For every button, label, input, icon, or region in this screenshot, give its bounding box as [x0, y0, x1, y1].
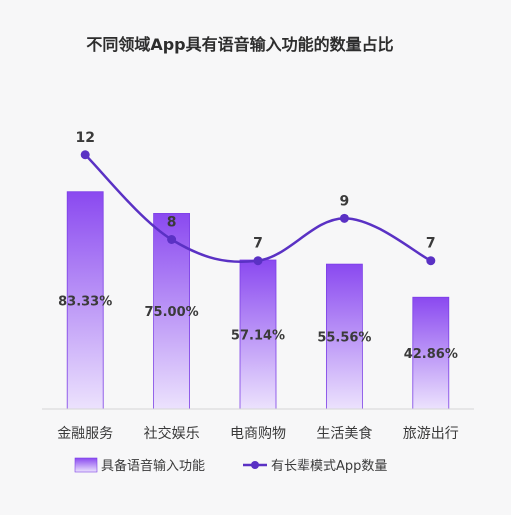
bar-value-label-4: 42.86% — [404, 347, 458, 362]
x-tick-label-2: 电商购物 — [230, 426, 286, 442]
line-labels: 12 8 7 9 7 — [75, 130, 435, 252]
line-value-label-3: 9 — [340, 193, 350, 209]
line-value-label-2: 7 — [253, 236, 263, 252]
line-point-1 — [167, 235, 177, 244]
legend-bar-label: 具备语音输入功能 — [101, 458, 205, 474]
legend-line-label: 有长辈模式App数量 — [271, 459, 387, 474]
x-tick-label-0: 金融服务 — [57, 426, 113, 442]
chart-title: 不同领域App具有语音输入功能的数量占比 — [86, 35, 393, 54]
x-tick-label-4: 旅游出行 — [403, 426, 459, 442]
line-value-label-4: 7 — [426, 236, 436, 252]
line-point-2 — [253, 256, 263, 266]
x-tick-label-1: 社交娱乐 — [144, 425, 200, 442]
x-tick-label-3: 生活美食 — [316, 425, 372, 442]
x-axis: 金融服务 社交娱乐 电商购物 生活美食 旅游出行 — [42, 408, 474, 442]
line-series — [80, 150, 436, 266]
line-value-label-0: 12 — [75, 130, 94, 146]
bar-value-label-1: 75.00% — [145, 305, 199, 320]
legend-bar-swatch — [74, 457, 98, 473]
line-point-3 — [339, 213, 349, 223]
bar-value-label-3: 55.56% — [317, 331, 371, 346]
line-value-label-1: 8 — [167, 215, 177, 231]
bar-3 — [325, 263, 363, 410]
line-point-0 — [80, 150, 90, 160]
line-point-4 — [426, 256, 436, 266]
bar-0 — [66, 191, 104, 410]
bar-value-label-2: 57.14% — [231, 328, 285, 343]
legend-line-marker — [251, 461, 259, 469]
bar-labels: 83.33% 75.00% 57.14% 55.56% 42.86% — [58, 294, 458, 362]
bar-value-label-0: 83.33% — [58, 294, 112, 309]
legend: 具备语音输入功能 有长辈模式App数量 — [74, 457, 387, 474]
bar-series — [66, 191, 450, 410]
